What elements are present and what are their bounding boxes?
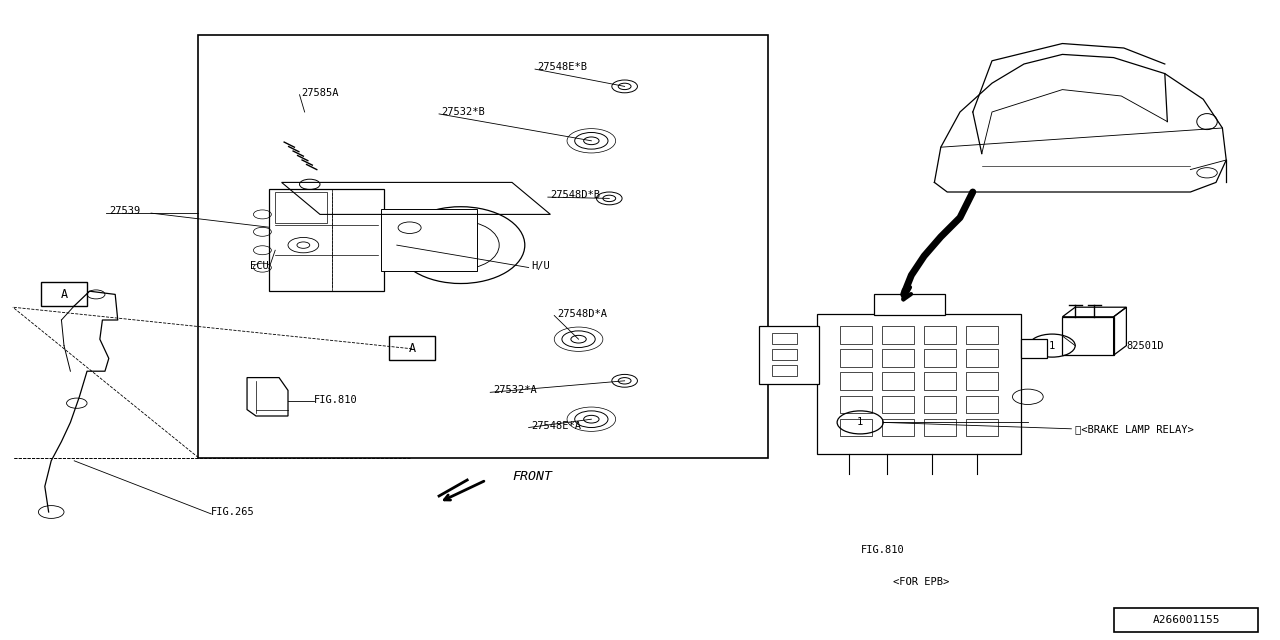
Bar [882, 396, 914, 413]
Text: 27548E*A: 27548E*A [531, 420, 581, 431]
Bar [275, 192, 328, 223]
Bar [759, 326, 819, 384]
Text: ECU: ECU [250, 260, 269, 271]
Bar [198, 35, 768, 458]
Bar [924, 396, 956, 413]
Text: 1: 1 [858, 417, 863, 428]
Text: 1: 1 [1050, 340, 1055, 351]
Bar [966, 396, 998, 413]
Bar [840, 419, 872, 436]
Bar [381, 209, 477, 271]
Bar [882, 349, 914, 367]
Text: ①<BRAKE LAMP RELAY>: ①<BRAKE LAMP RELAY> [1075, 424, 1194, 434]
Text: <FOR EPB>: <FOR EPB> [893, 577, 950, 588]
Bar [874, 294, 945, 315]
Bar [1021, 339, 1047, 358]
Text: FIG.810: FIG.810 [314, 395, 357, 405]
Bar [924, 419, 956, 436]
Bar [840, 396, 872, 413]
Text: A: A [408, 342, 416, 355]
Bar [1062, 317, 1114, 355]
Bar [772, 333, 797, 344]
Text: 27539: 27539 [109, 206, 140, 216]
Bar [772, 365, 797, 376]
FancyBboxPatch shape [389, 336, 435, 360]
Text: 27548D*A: 27548D*A [557, 308, 607, 319]
Text: A266001155: A266001155 [1153, 615, 1220, 625]
Bar [269, 189, 384, 291]
Bar [882, 372, 914, 390]
Text: H/U: H/U [531, 260, 550, 271]
Text: 27532*A: 27532*A [493, 385, 536, 396]
Bar [924, 372, 956, 390]
Bar [840, 372, 872, 390]
Bar [966, 419, 998, 436]
Text: FRONT: FRONT [512, 470, 552, 483]
Bar [882, 419, 914, 436]
Text: A: A [60, 288, 68, 301]
Text: 82501D: 82501D [1126, 340, 1164, 351]
Text: 27548E*B: 27548E*B [538, 62, 588, 72]
Bar [924, 326, 956, 344]
Bar [966, 326, 998, 344]
Bar [924, 349, 956, 367]
Bar [772, 349, 797, 360]
Bar [817, 314, 1021, 454]
Text: 27585A: 27585A [301, 88, 338, 98]
Text: 27532*B: 27532*B [442, 107, 485, 117]
Bar [840, 326, 872, 344]
Text: FIG.810: FIG.810 [861, 545, 905, 556]
Bar [882, 326, 914, 344]
Text: FIG.265: FIG.265 [211, 507, 255, 517]
Bar [966, 349, 998, 367]
Bar [1114, 608, 1258, 632]
Text: 27548D*B: 27548D*B [550, 190, 600, 200]
FancyBboxPatch shape [41, 282, 87, 306]
Bar [966, 372, 998, 390]
Bar [840, 349, 872, 367]
